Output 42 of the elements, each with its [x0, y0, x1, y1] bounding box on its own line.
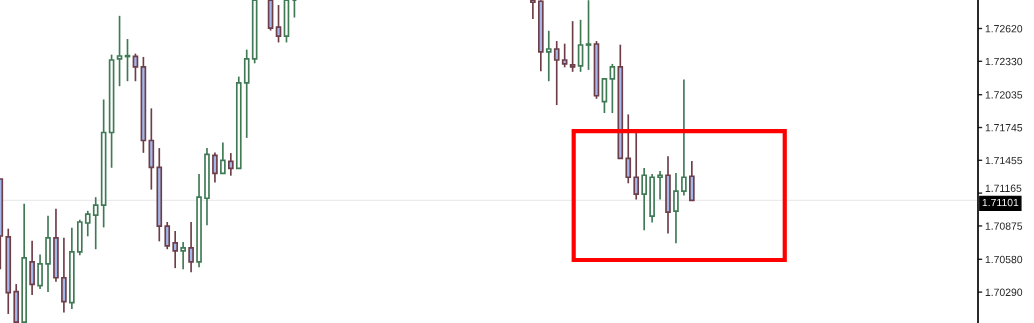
candlestick	[641, 167, 647, 232]
candlestick	[633, 131, 640, 201]
candlestick	[45, 214, 51, 293]
candlestick	[188, 221, 194, 274]
candlestick	[37, 253, 43, 290]
candlestick	[553, 40, 560, 106]
candlestick	[625, 113, 632, 185]
ref-line-label: 1.71101	[982, 198, 1019, 207]
candlestick	[116, 15, 123, 88]
candlestick	[204, 147, 210, 227]
y-tick-label: 1.72620	[985, 25, 1023, 33]
y-tick-label: 1.71745	[985, 124, 1023, 132]
candlestick	[92, 196, 99, 251]
candlestick	[228, 152, 234, 177]
candlestick	[665, 155, 671, 235]
candlestick	[220, 141, 226, 175]
candlestick	[235, 75, 242, 170]
candlestick	[681, 78, 687, 197]
y-tick-label: 1.70580	[985, 255, 1023, 264]
candlestick	[180, 241, 186, 270]
candlestick	[673, 172, 679, 245]
candlestick	[61, 236, 67, 314]
candlestick	[156, 147, 163, 243]
candlestick	[21, 203, 27, 323]
y-tick-label: 1.72035	[985, 91, 1023, 99]
candlestick	[530, 0, 536, 20]
candlestick	[243, 48, 250, 139]
candlestick	[617, 43, 624, 160]
candlestick	[545, 29, 552, 83]
candlestick	[172, 230, 179, 269]
y-tick-label: 1.72330	[985, 57, 1023, 66]
candlestick	[29, 240, 35, 296]
y-tick-label: 1.71165	[985, 184, 1022, 192]
candlestick	[689, 160, 695, 202]
candlestick	[69, 226, 75, 310]
y-tick-label: 1.71455	[985, 156, 1023, 165]
candlestick	[212, 151, 218, 184]
candlestick	[585, 0, 592, 71]
candlestick	[5, 227, 12, 315]
candlestick	[13, 283, 20, 323]
y-tick-label: 1.70875	[985, 222, 1023, 230]
y-tick-label: 1.70290	[985, 288, 1023, 296]
